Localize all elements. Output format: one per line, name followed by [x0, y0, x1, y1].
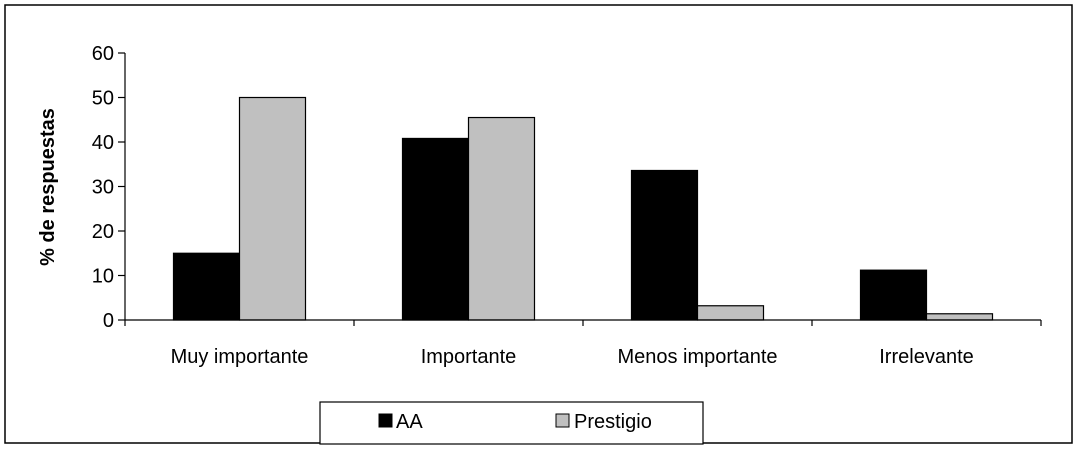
y-tick-label: 40 — [92, 132, 114, 154]
x-category-label: Menos importante — [617, 346, 777, 368]
bar-prestigio — [238, 96, 307, 321]
bar-prestigio — [925, 313, 994, 321]
legend-label-aa: AA — [396, 411, 423, 433]
y-tick-label: 0 — [103, 310, 114, 332]
y-tick-label: 10 — [92, 266, 114, 288]
y-tick-label: 60 — [92, 43, 114, 65]
x-category-label: Muy importante — [171, 346, 309, 368]
bar-prestigio — [467, 116, 536, 321]
legend-swatch-prestigio — [555, 413, 570, 428]
bar-prestigio — [696, 305, 765, 321]
y-tick-label: 30 — [92, 177, 114, 199]
y-tick-label: 20 — [92, 221, 114, 243]
y-axis: 0 10 20 30 40 50 60 — [92, 43, 126, 332]
bars — [172, 96, 994, 321]
y-tick-label: 50 — [92, 88, 114, 110]
bar-aa — [859, 269, 928, 321]
chart-border — [4, 4, 1073, 444]
x-axis: Muy importante Importante Menos importante… — [124, 319, 1042, 368]
bar-aa — [630, 169, 699, 321]
legend-box — [319, 401, 704, 445]
x-category-label: Irrelevante — [879, 346, 974, 368]
bar-aa — [401, 137, 470, 321]
y-axis-label: % de respuestas — [37, 108, 59, 266]
x-category-label: Importante — [421, 346, 517, 368]
legend: AA Prestigio — [319, 401, 704, 445]
bar-aa — [172, 252, 241, 321]
legend-swatch-aa — [378, 413, 393, 428]
legend-label-prestigio: Prestigio — [574, 411, 652, 433]
